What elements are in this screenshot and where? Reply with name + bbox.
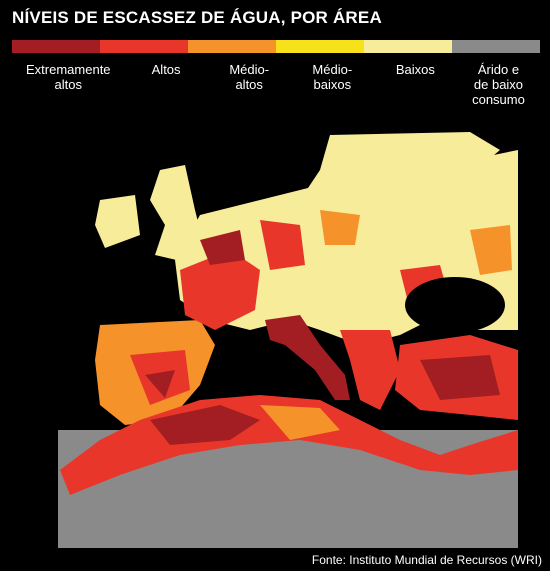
legend-labels: Extremamente altos Altos Médio-altos Médio-…: [12, 62, 540, 107]
legend-swatch: [100, 40, 188, 53]
legend-label: Árido e de baixo consumo: [472, 62, 525, 107]
france-extreme: [200, 230, 245, 265]
poland-mid: [320, 210, 360, 245]
italy: [265, 315, 350, 400]
source: Fonte: Instituto Mundial de Recursos (WR…: [311, 553, 542, 567]
iberia-extreme: [145, 370, 175, 398]
balkans: [340, 330, 400, 410]
legend-swatch: [12, 40, 100, 53]
black-sea: [405, 277, 505, 333]
turkey-extreme: [420, 355, 500, 400]
legend-label: Altos: [151, 62, 181, 77]
russia-mid: [470, 225, 512, 275]
land: [58, 132, 518, 548]
title: NÍVEIS DE ESCASSEZ DE ÁGUA, POR ÁREA: [12, 8, 382, 27]
legend-label: Baixos: [395, 62, 435, 77]
legend-swatch: [276, 40, 364, 53]
ireland: [95, 195, 140, 248]
france-high: [180, 250, 260, 330]
north-africa-mid: [260, 405, 340, 440]
north-africa-extreme: [150, 405, 260, 445]
germany-high: [260, 220, 305, 270]
legend-label: Extremamente altos: [26, 62, 111, 92]
legend-swatch: [364, 40, 452, 53]
britain: [150, 165, 205, 262]
legend-label: Médio-baixos: [312, 62, 353, 92]
legend-bar: [12, 40, 540, 53]
legend-swatch: [452, 40, 540, 53]
legend-swatch: [188, 40, 276, 53]
legend-label: Médio-altos: [229, 62, 270, 92]
